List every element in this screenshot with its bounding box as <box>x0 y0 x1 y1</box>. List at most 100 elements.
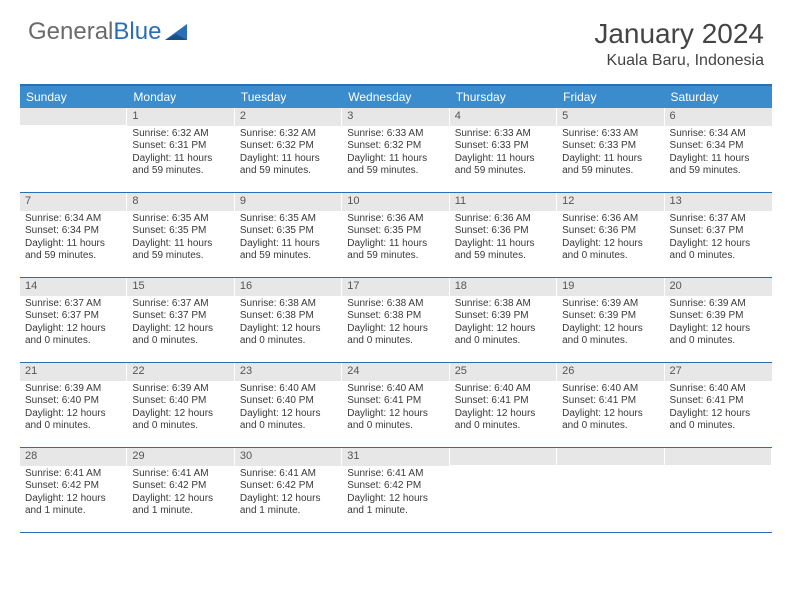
sunrise-text: Sunrise: 6:41 AM <box>240 468 337 481</box>
weekday-header: Wednesday <box>342 86 449 108</box>
week-row: 1Sunrise: 6:32 AMSunset: 6:31 PMDaylight… <box>20 108 772 193</box>
sunrise-text: Sunrise: 6:38 AM <box>455 298 552 311</box>
day-body: Sunrise: 6:32 AMSunset: 6:31 PMDaylight:… <box>127 126 234 182</box>
sunset-text: Sunset: 6:41 PM <box>562 395 659 408</box>
daylight-text: Daylight: 11 hours and 59 minutes. <box>25 238 122 263</box>
weekday-header: Sunday <box>20 86 127 108</box>
week-row: 21Sunrise: 6:39 AMSunset: 6:40 PMDayligh… <box>20 363 772 448</box>
day-cell: 14Sunrise: 6:37 AMSunset: 6:37 PMDayligh… <box>20 278 127 362</box>
calendar: SundayMondayTuesdayWednesdayThursdayFrid… <box>20 84 772 533</box>
day-number: 23 <box>235 363 342 381</box>
sunset-text: Sunset: 6:35 PM <box>240 225 337 238</box>
day-number: 18 <box>450 278 557 296</box>
day-body: Sunrise: 6:39 AMSunset: 6:39 PMDaylight:… <box>665 296 772 352</box>
daylight-text: Daylight: 12 hours and 0 minutes. <box>562 408 659 433</box>
day-number: 26 <box>557 363 664 381</box>
daylight-text: Daylight: 12 hours and 0 minutes. <box>455 408 552 433</box>
weekday-header: Monday <box>127 86 234 108</box>
day-number: 4 <box>450 108 557 126</box>
day-body: Sunrise: 6:39 AMSunset: 6:40 PMDaylight:… <box>127 381 234 437</box>
day-number: 16 <box>235 278 342 296</box>
daylight-text: Daylight: 12 hours and 0 minutes. <box>25 323 122 348</box>
day-number: 13 <box>665 193 772 211</box>
day-cell: 25 Sunrise: 6:40 AMSunset: 6:41 PMDayligh… <box>450 363 557 447</box>
sunrise-text: Sunrise: 6:32 AM <box>132 128 229 141</box>
day-body: Sunrise: 6:40 AMSunset: 6:41 PMDaylight:… <box>665 381 772 437</box>
sunrise-text: Sunrise: 6:36 AM <box>562 213 659 226</box>
sunrise-text: Sunrise: 6:35 AM <box>132 213 229 226</box>
day-cell: 18Sunrise: 6:38 AMSunset: 6:39 PMDayligh… <box>450 278 557 362</box>
day-number: 29 <box>127 448 234 466</box>
day-body: Sunrise: 6:33 AMSunset: 6:32 PMDaylight:… <box>342 126 449 182</box>
daylight-text: Daylight: 11 hours and 59 minutes. <box>455 238 552 263</box>
day-number: 3 <box>342 108 449 126</box>
day-number: 25 <box>450 363 557 381</box>
day-cell: 2Sunrise: 6:32 AMSunset: 6:32 PMDaylight… <box>235 108 342 192</box>
sunset-text: Sunset: 6:39 PM <box>455 310 552 323</box>
day-cell: 17Sunrise: 6:38 AMSunset: 6:38 PMDayligh… <box>342 278 449 362</box>
sunset-text: Sunset: 6:42 PM <box>132 480 229 493</box>
day-cell: 30Sunrise: 6:41 AMSunset: 6:42 PMDayligh… <box>235 448 342 532</box>
daylight-text: Daylight: 12 hours and 0 minutes. <box>240 408 337 433</box>
day-body: Sunrise: 6:41 AMSunset: 6:42 PMDaylight:… <box>235 466 342 522</box>
sunset-text: Sunset: 6:41 PM <box>670 395 767 408</box>
logo-word-2: Blue <box>113 18 161 46</box>
sunset-text: Sunset: 6:41 PM <box>455 395 552 408</box>
empty-day-number <box>557 448 664 465</box>
day-body: Sunrise: 6:36 AMSunset: 6:35 PMDaylight:… <box>342 211 449 267</box>
day-number: 17 <box>342 278 449 296</box>
day-cell: 7Sunrise: 6:34 AMSunset: 6:34 PMDaylight… <box>20 193 127 277</box>
sunrise-text: Sunrise: 6:39 AM <box>562 298 659 311</box>
day-cell <box>665 448 772 532</box>
day-number: 10 <box>342 193 449 211</box>
sunset-text: Sunset: 6:41 PM <box>347 395 444 408</box>
day-number: 6 <box>665 108 772 126</box>
day-body: Sunrise: 6:32 AMSunset: 6:32 PMDaylight:… <box>235 126 342 182</box>
sunset-text: Sunset: 6:40 PM <box>240 395 337 408</box>
day-body: Sunrise: 6:41 AMSunset: 6:42 PMDaylight:… <box>342 466 449 522</box>
daylight-text: Daylight: 12 hours and 0 minutes. <box>562 323 659 348</box>
day-number: 1 <box>127 108 234 126</box>
day-cell: 6Sunrise: 6:34 AMSunset: 6:34 PMDaylight… <box>665 108 772 192</box>
sunset-text: Sunset: 6:33 PM <box>562 140 659 153</box>
day-number: 9 <box>235 193 342 211</box>
sunset-text: Sunset: 6:38 PM <box>240 310 337 323</box>
day-cell: 29Sunrise: 6:41 AMSunset: 6:42 PMDayligh… <box>127 448 234 532</box>
sunset-text: Sunset: 6:36 PM <box>455 225 552 238</box>
week-row: 7Sunrise: 6:34 AMSunset: 6:34 PMDaylight… <box>20 193 772 278</box>
sunrise-text: Sunrise: 6:39 AM <box>670 298 767 311</box>
day-cell: 28Sunrise: 6:41 AMSunset: 6:42 PMDayligh… <box>20 448 127 532</box>
sunset-text: Sunset: 6:33 PM <box>455 140 552 153</box>
logo-sail-icon <box>165 22 191 42</box>
day-cell: 23Sunrise: 6:40 AMSunset: 6:40 PMDayligh… <box>235 363 342 447</box>
weekday-header: Thursday <box>450 86 557 108</box>
sunrise-text: Sunrise: 6:40 AM <box>347 383 444 396</box>
daylight-text: Daylight: 12 hours and 0 minutes. <box>347 408 444 433</box>
sunrise-text: Sunrise: 6:33 AM <box>455 128 552 141</box>
day-cell: 11Sunrise: 6:36 AMSunset: 6:36 PMDayligh… <box>450 193 557 277</box>
day-body: Sunrise: 6:34 AMSunset: 6:34 PMDaylight:… <box>20 211 127 267</box>
sunset-text: Sunset: 6:37 PM <box>132 310 229 323</box>
weekday-header: Tuesday <box>235 86 342 108</box>
day-number: 22 <box>127 363 234 381</box>
sunset-text: Sunset: 6:42 PM <box>25 480 122 493</box>
sunrise-text: Sunrise: 6:33 AM <box>562 128 659 141</box>
sunrise-text: Sunrise: 6:41 AM <box>347 468 444 481</box>
daylight-text: Daylight: 11 hours and 59 minutes. <box>132 153 229 178</box>
sunset-text: Sunset: 6:37 PM <box>25 310 122 323</box>
daylight-text: Daylight: 12 hours and 1 minute. <box>25 493 122 518</box>
day-body: Sunrise: 6:40 AMSunset: 6:40 PMDaylight:… <box>235 381 342 437</box>
day-number: 20 <box>665 278 772 296</box>
daylight-text: Daylight: 11 hours and 59 minutes. <box>240 153 337 178</box>
weekday-header-row: SundayMondayTuesdayWednesdayThursdayFrid… <box>20 86 772 108</box>
sunrise-text: Sunrise: 6:37 AM <box>132 298 229 311</box>
day-body: Sunrise: 6:38 AMSunset: 6:38 PMDaylight:… <box>342 296 449 352</box>
day-number: 14 <box>20 278 127 296</box>
day-number: 7 <box>20 193 127 211</box>
sunset-text: Sunset: 6:40 PM <box>25 395 122 408</box>
sunrise-text: Sunrise: 6:40 AM <box>455 383 552 396</box>
day-body: Sunrise: 6:35 AMSunset: 6:35 PMDaylight:… <box>235 211 342 267</box>
day-number: 24 <box>342 363 449 381</box>
day-body: Sunrise: 6:37 AMSunset: 6:37 PMDaylight:… <box>127 296 234 352</box>
day-body: Sunrise: 6:38 AMSunset: 6:38 PMDaylight:… <box>235 296 342 352</box>
